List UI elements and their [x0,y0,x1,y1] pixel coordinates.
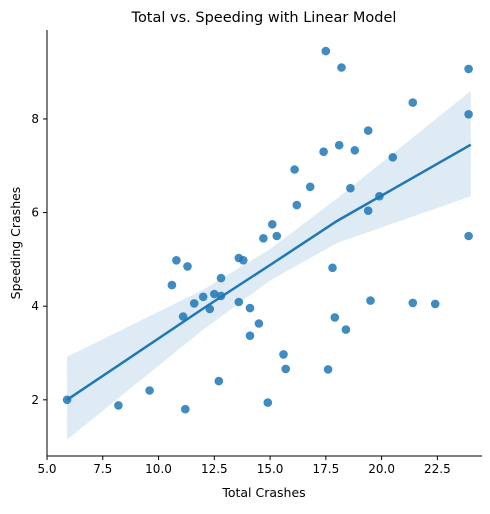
data-point [145,386,154,395]
data-point [323,365,333,374]
x-tick-label: 15.0 [257,462,284,476]
data-point [366,296,375,305]
data-point [114,401,123,410]
data-point [281,364,291,374]
data-point [216,273,226,283]
data-point [388,153,398,162]
data-point [254,319,264,328]
y-tick-label: 2 [31,393,39,407]
data-point [290,165,299,174]
x-tick-label: 5.0 [37,462,56,476]
data-point [464,110,473,119]
regression-line-layer [66,143,472,401]
data-point [363,206,373,215]
data-point [183,262,192,271]
data-point [408,98,418,107]
data-point [272,231,282,241]
data-point [464,64,473,74]
scatter-points-layer [62,46,473,414]
data-point [363,126,373,135]
x-tick-label: 10.0 [145,462,172,476]
data-point [305,182,315,192]
data-point [341,325,351,334]
data-point [334,140,344,150]
data-point [234,297,244,307]
y-tick-label: 4 [31,299,39,313]
x-tick-label: 22.5 [424,462,451,476]
data-point [198,292,208,302]
data-point [245,331,255,341]
data-point [178,312,188,321]
x-tick-label: 20.0 [368,462,395,476]
data-point [172,255,181,265]
data-point [263,398,273,407]
chart-title: Total vs. Speeding with Linear Model [131,10,397,26]
data-point [167,280,177,290]
data-point [279,350,288,359]
data-point [346,183,355,193]
data-point [210,289,219,299]
data-point [430,299,440,309]
y-tick-label: 6 [31,206,39,220]
x-tick-label: 12.5 [201,462,228,476]
x-tick-label: 7.5 [93,462,112,476]
data-point [408,298,418,308]
x-ticks-layer: 5.0 7.5 10.0 12.5 15.0 17.5 20.0 22.5 [37,456,451,476]
x-axis-label: Total Crashes [221,485,305,500]
x-tick-label: 17.5 [312,462,339,476]
data-point [328,263,337,273]
y-ticks-layer: 2 4 6 8 [31,112,47,407]
data-point [259,234,268,243]
data-point [189,299,199,308]
data-point [214,376,224,386]
y-tick-label: 8 [31,112,39,126]
data-point [292,200,302,210]
data-point [239,255,248,265]
data-point [337,63,346,72]
data-point [268,220,277,229]
regression-line [66,143,472,401]
data-point [350,146,360,155]
data-point [321,46,331,56]
y-axis-label: Speeding Crashes [8,187,23,300]
data-point [319,147,328,156]
data-point [464,231,473,241]
data-point [181,404,190,414]
data-point [330,313,340,322]
data-point [245,303,255,313]
